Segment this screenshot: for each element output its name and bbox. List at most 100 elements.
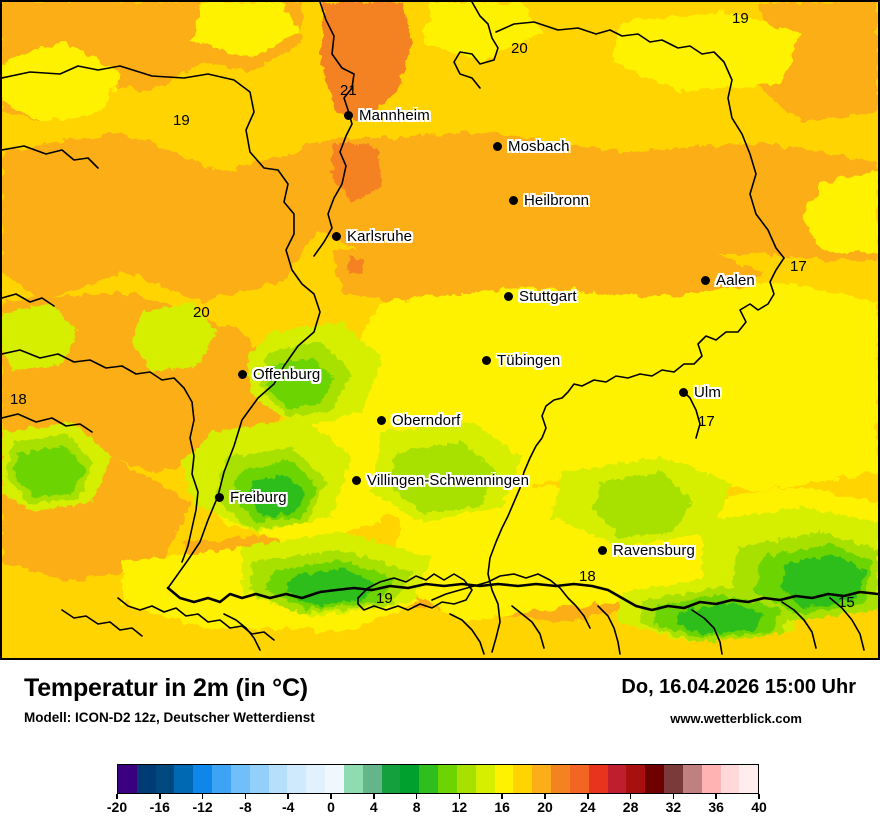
- contour-label: 15: [838, 594, 855, 611]
- city-marker-offenburg[interactable]: Offenburg: [238, 366, 320, 383]
- colorbar-swatch: [249, 765, 269, 793]
- city-label: Villingen-Schwenningen: [367, 472, 530, 489]
- colorbar-tick-mark: [629, 794, 632, 799]
- colorbar-tick-mark: [715, 794, 717, 799]
- colorbar-tick-mark: [458, 794, 461, 799]
- colorbar-swatch: [720, 765, 740, 793]
- city-marker-heilbronn[interactable]: Heilbronn: [509, 192, 589, 209]
- colorbar-swatch: [362, 765, 382, 793]
- colorbar-swatch: [155, 765, 175, 793]
- contour-label: 19: [173, 112, 190, 129]
- colorbar-swatch: [494, 765, 514, 793]
- colorbar-swatch: [306, 765, 326, 793]
- colorbar-swatch: [569, 765, 589, 793]
- colorbar-tick-mark: [587, 794, 589, 799]
- colorbar-tick-mark: [415, 794, 418, 799]
- city-marker-ravensburg[interactable]: Ravensburg: [598, 542, 695, 559]
- colorbar-tick-label: 16: [494, 799, 510, 815]
- colorbar-tick-label: -12: [192, 799, 213, 815]
- colorbar-tick-label: 20: [537, 799, 553, 815]
- colorbar-swatch: [513, 765, 533, 793]
- city-marker-villingen-schwenningen[interactable]: Villingen-Schwenningen: [352, 472, 529, 489]
- colorbar-tick-label: 36: [708, 799, 724, 815]
- city-dot-icon: [701, 276, 710, 285]
- colorbar-swatch: [230, 765, 250, 793]
- city-label: Freiburg: [230, 489, 287, 506]
- city-dot-icon: [504, 292, 513, 301]
- colorbar-swatch: [287, 765, 307, 793]
- colorbar-tick-mark: [330, 794, 332, 799]
- city-label: Stuttgart: [519, 288, 577, 305]
- city-marker-freiburg[interactable]: Freiburg: [215, 489, 287, 506]
- city-label: Mosbach: [508, 138, 570, 155]
- colorbar-swatch: [193, 765, 213, 793]
- contour-label: 20: [193, 304, 210, 321]
- city-marker-oberndorf[interactable]: Oberndorf: [377, 412, 460, 429]
- city-marker-tuebingen[interactable]: Tübingen: [482, 352, 560, 369]
- city-label: Oberndorf: [392, 412, 461, 429]
- colorbar-swatch: [532, 765, 552, 793]
- page-title: Temperatur in 2m (in °C): [24, 674, 308, 702]
- colorbar-swatch: [118, 765, 137, 793]
- contour-label: 17: [698, 413, 715, 430]
- city-dot-icon: [344, 111, 353, 120]
- city-dot-icon: [493, 142, 502, 151]
- colorbar-swatch: [551, 765, 570, 793]
- temperature-map[interactable]: 19 21 20 19 17 20 18 17 19 18 15 Mannhei…: [0, 0, 880, 660]
- colorbar-swatch: [325, 765, 344, 793]
- colorbar-tick-label: -20: [106, 799, 128, 815]
- city-label: Heilbronn: [524, 192, 590, 209]
- colorbar-tick-label: 0: [327, 799, 335, 815]
- city-marker-ulm[interactable]: Ulm: [679, 384, 721, 401]
- city-label: Mannheim: [359, 107, 430, 124]
- city-marker-mosbach[interactable]: Mosbach: [493, 138, 570, 155]
- contour-label: 20: [511, 40, 528, 57]
- valid-time-stamp: Do, 16.04.2026 15:00 Uhr: [621, 676, 856, 698]
- contour-label: 18: [10, 391, 27, 408]
- city-label: Karlsruhe: [347, 228, 413, 245]
- colorbar-swatch: [475, 765, 495, 793]
- colorbar-tick-mark: [501, 794, 503, 799]
- colorbar-tick-mark: [201, 794, 204, 799]
- city-marker-karlsruhe[interactable]: Karlsruhe: [332, 228, 412, 245]
- city-dot-icon: [509, 196, 518, 205]
- city-dot-icon: [679, 388, 688, 397]
- colorbar-tick-mark: [116, 794, 118, 799]
- contour-label: 17: [790, 258, 807, 275]
- city-label: Ulm: [694, 384, 721, 401]
- colorbar-tick-label: 4: [369, 799, 378, 815]
- city-dot-icon: [377, 416, 386, 425]
- city-label: Ravensburg: [613, 542, 695, 559]
- colorbar-tick-label: 8: [412, 799, 421, 815]
- city-label: Offenburg: [253, 366, 321, 383]
- colorbar-swatch: [645, 765, 665, 793]
- city-dot-icon: [332, 232, 341, 241]
- colorbar-swatch: [419, 765, 439, 793]
- colorbar-swatch: [343, 765, 363, 793]
- colorbar-tick-label: 32: [665, 799, 682, 815]
- colorbar-swatch: [607, 765, 627, 793]
- city-marker-aalen[interactable]: Aalen: [701, 272, 755, 289]
- city-dot-icon: [482, 356, 491, 365]
- colorbar-tick-label: -16: [149, 799, 170, 815]
- colorbar-swatch: [456, 765, 476, 793]
- colorbar-tick-label: 40: [751, 799, 767, 815]
- colorbar-tick-label: 12: [451, 799, 468, 815]
- city-marker-mannheim[interactable]: Mannheim: [344, 107, 430, 124]
- colorbar-swatch: [664, 765, 683, 793]
- city-dot-icon: [352, 476, 361, 485]
- colorbar-swatch: [174, 765, 194, 793]
- colorbar-swatch: [268, 765, 288, 793]
- colorbar-swatch: [400, 765, 420, 793]
- colorbar-swatch: [212, 765, 231, 793]
- city-marker-stuttgart[interactable]: Stuttgart: [504, 288, 577, 305]
- website-credit: www.wetterblick.com: [670, 711, 802, 726]
- contour-label: 19: [376, 590, 393, 607]
- colorbar-tick-label: -4: [281, 799, 295, 815]
- colorbar-tick-mark: [544, 794, 546, 799]
- contour-label: 18: [579, 568, 596, 585]
- colorbar-tick-mark: [287, 794, 289, 799]
- city-label: Tübingen: [497, 352, 561, 369]
- colorbar-tick-mark: [159, 794, 161, 799]
